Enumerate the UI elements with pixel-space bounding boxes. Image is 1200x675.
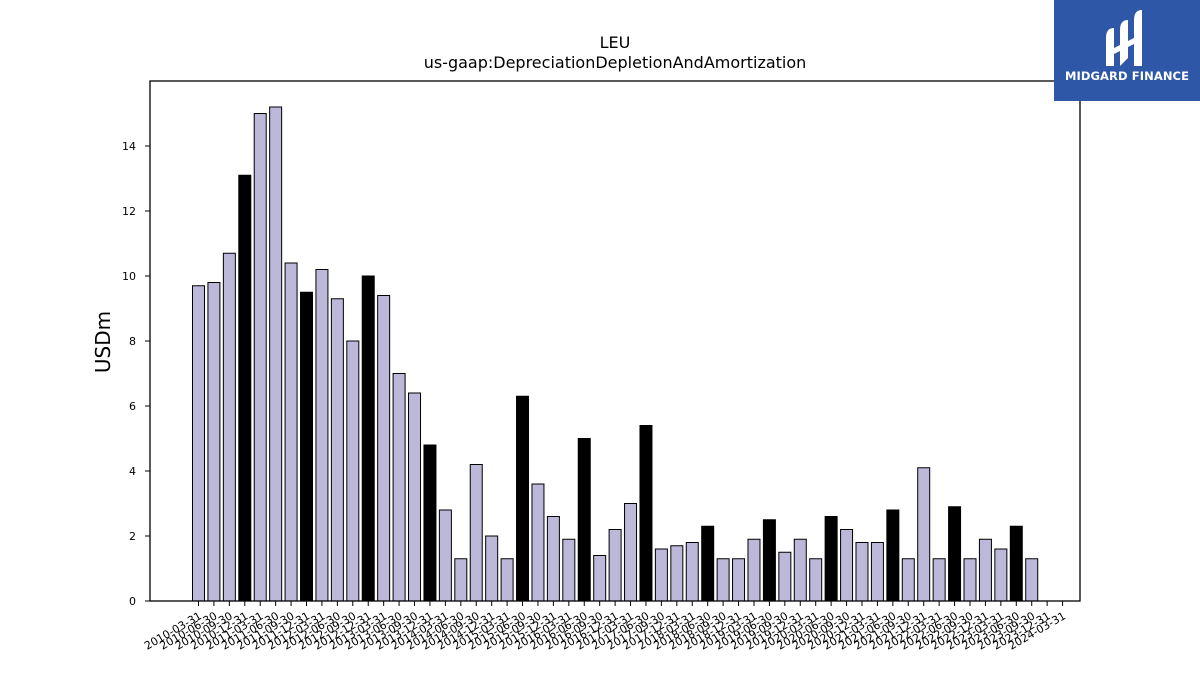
midgard-finance-logo: MIDGARD FINANCE: [1054, 0, 1200, 101]
bar-2021-09-30: [901, 558, 915, 602]
bar-2010-12-31: [238, 174, 252, 602]
logo-text: MIDGARD FINANCE: [1064, 69, 1190, 83]
midgard-logo-icon: [1106, 10, 1142, 66]
bar-2019-03-31: [747, 538, 761, 602]
bar-2020-12-31: [855, 542, 869, 602]
bar-2014-09-30: [469, 464, 483, 602]
bar-2022-06-30: [948, 506, 962, 602]
bar-2019-06-30: [762, 519, 776, 602]
bar-2017-03-31: [624, 503, 638, 602]
bar-2011-09-30: [284, 262, 298, 602]
plot-frame: [149, 80, 1081, 602]
y-axis: 0 2 4 6 8 10 12 14: [122, 140, 150, 608]
bar-2014-06-30: [454, 558, 468, 602]
bar-2010-06-30: [207, 282, 221, 602]
y-tick-label: 8: [129, 335, 136, 348]
bar-2021-12-31: [917, 467, 931, 602]
bars-layer: [192, 106, 1039, 602]
bar-2013-12-31: [423, 444, 437, 602]
bar-2023-09-30: [1025, 558, 1039, 602]
bar-2016-12-31: [608, 529, 622, 602]
bar-2019-09-30: [778, 551, 792, 602]
bar-2012-06-30: [330, 298, 344, 602]
bar-2018-03-31: [685, 542, 699, 602]
bar-2011-03-31: [253, 113, 267, 602]
bar-2022-09-30: [963, 558, 977, 602]
bar-2016-03-31: [562, 538, 576, 602]
chart-title: LEU: [600, 33, 631, 52]
bar-2017-12-31: [670, 545, 684, 602]
bar-2022-12-31: [978, 538, 992, 602]
bar-2015-06-30: [516, 395, 530, 602]
bar-2015-09-30: [531, 483, 545, 602]
bar-2018-06-30: [701, 525, 715, 602]
bar-2015-03-31: [500, 558, 514, 602]
y-axis-label: USDm: [91, 311, 115, 373]
bar-2019-12-31: [793, 538, 807, 602]
y-tick-label: 6: [129, 400, 136, 413]
x-axis: 2010-03-312010-06-302010-09-302010-12-31…: [142, 601, 1068, 653]
bar-2017-09-30: [654, 548, 668, 602]
y-tick-label: 14: [122, 140, 136, 153]
bar-2013-06-30: [392, 373, 406, 602]
bar-2021-03-31: [870, 542, 884, 602]
bar-2018-12-31: [732, 558, 746, 602]
bar-2020-09-30: [840, 529, 854, 602]
y-tick-label: 2: [129, 530, 136, 543]
bar-2012-12-31: [361, 275, 375, 602]
bar-2022-03-31: [932, 558, 946, 602]
bar-2020-06-30: [824, 516, 838, 602]
bar-2014-12-31: [485, 535, 499, 602]
bar-2010-09-30: [222, 252, 236, 602]
bar-2016-06-30: [577, 438, 591, 602]
bar-2014-03-31: [438, 509, 452, 602]
bar-2011-12-31: [300, 291, 314, 602]
y-tick-label: 4: [129, 465, 136, 478]
y-tick-label: 0: [129, 595, 136, 608]
bar-2013-09-30: [408, 392, 422, 602]
bar-2023-06-30: [1009, 525, 1023, 602]
bar-2018-09-30: [716, 558, 730, 602]
bar-2023-03-31: [994, 548, 1008, 602]
bar-2012-03-31: [315, 269, 329, 602]
y-tick-label: 12: [122, 205, 136, 218]
bar-2010-03-31: [192, 285, 205, 602]
bar-2015-12-31: [546, 516, 560, 602]
bar-2016-09-30: [593, 555, 607, 602]
bar-2021-06-30: [886, 509, 900, 602]
bar-2012-09-30: [346, 340, 360, 602]
bar-2013-03-31: [377, 295, 391, 602]
bar-2011-06-30: [269, 106, 283, 602]
y-tick-label: 10: [122, 270, 136, 283]
bar-2017-06-30: [639, 425, 653, 602]
chart-subtitle: us-gaap:DepreciationDepletionAndAmortiza…: [424, 53, 807, 72]
bar-2020-03-31: [809, 558, 823, 602]
